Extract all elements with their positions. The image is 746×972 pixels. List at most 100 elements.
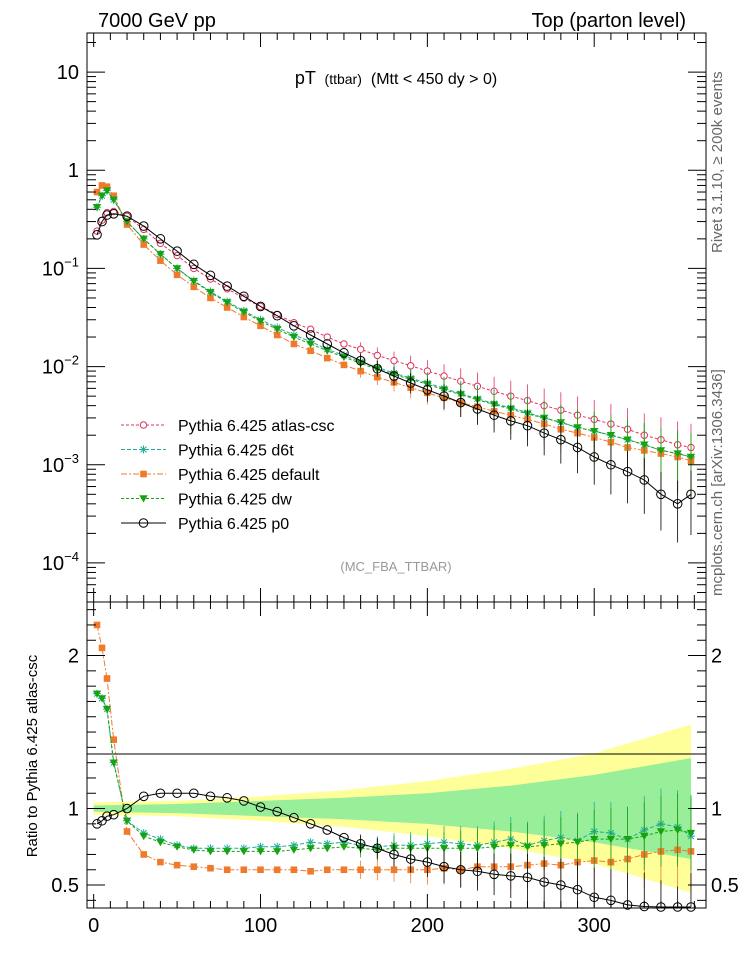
ratio-y-tick-label-right: 1	[711, 799, 722, 821]
legend-marker	[138, 518, 149, 528]
ratio-point	[273, 842, 282, 851]
ratio-point	[656, 828, 666, 836]
legend: Pythia 6.425 atlas-csc Pythia 6.425 d6t Py…	[121, 418, 335, 533]
ratio-point	[189, 846, 198, 854]
legend-item-pythia-6-425-dw: Pythia 6.425 dw	[121, 492, 292, 509]
header-right: Top (parton level)	[531, 10, 686, 32]
mcplots-label: mcplots.cern.ch [arXiv:1306.3436]	[709, 369, 726, 596]
main-point	[639, 475, 650, 485]
ratio-point	[456, 845, 465, 853]
ratio-point	[273, 848, 282, 856]
main-point	[239, 308, 249, 316]
ratio-point	[339, 832, 349, 843]
ratio-point	[489, 843, 499, 851]
main-point	[472, 404, 483, 414]
main-point	[273, 326, 282, 334]
main-point	[673, 450, 682, 458]
ratio-point	[455, 864, 466, 875]
ratio-point	[323, 866, 331, 874]
legend-marker	[139, 495, 148, 503]
header-left: 7000 GeV pp	[98, 10, 216, 32]
ratio-point	[473, 845, 482, 853]
rivet-label: Rivet 3.1.10, ≥ 200k events	[709, 71, 726, 253]
ratio-point	[172, 843, 182, 851]
ratio-point	[357, 866, 364, 874]
main-point	[589, 452, 600, 462]
main-point	[122, 211, 132, 222]
ratio-point	[122, 803, 132, 814]
ratio-point	[240, 866, 248, 874]
ratio-point	[522, 872, 533, 883]
ratio-point	[623, 835, 632, 844]
ratio-point	[556, 880, 566, 890]
ratio-point	[572, 884, 583, 895]
ratio-y-tick-label-left: 0.5	[51, 875, 79, 897]
main-point	[223, 304, 231, 311]
main-point	[522, 420, 533, 431]
main-point	[289, 321, 299, 331]
legend-label: Pythia 6.425 atlas-csc	[178, 418, 335, 435]
main-point	[455, 397, 466, 408]
ratio-point	[205, 791, 216, 802]
main-point	[539, 428, 549, 438]
main-point	[256, 317, 265, 326]
main-point	[172, 246, 182, 256]
ratio-point	[139, 832, 148, 841]
tick-exponent: −1	[64, 254, 79, 269]
ratio-frame	[86, 601, 707, 909]
main-y-tick-label: 10−2	[42, 353, 79, 379]
ratio-point	[190, 863, 198, 870]
main-point	[98, 182, 106, 189]
ratio-point	[102, 811, 112, 822]
ratio-point	[622, 900, 633, 910]
ratio-point	[374, 866, 381, 874]
main-point	[355, 355, 366, 366]
x-tick-label: 100	[244, 915, 277, 937]
ratio-panel: 2 2 1 1 0.5 0.5 0 100 200 300 Ratio to Pythia 6.…	[24, 601, 739, 937]
main-point	[102, 187, 112, 195]
main-series-layer	[92, 182, 696, 543]
main-point	[622, 466, 633, 477]
watermark: (MC_FBA_TTBAR)	[340, 559, 451, 574]
ratio-point	[306, 845, 315, 853]
ratio-point	[673, 826, 682, 834]
ratio-point	[122, 817, 132, 825]
ratio-point	[305, 819, 316, 829]
main-point	[97, 192, 107, 200]
main-point	[340, 340, 348, 348]
ratio-point	[372, 843, 383, 854]
main-y-tick-label: 10−4	[42, 549, 79, 575]
main-point	[172, 265, 182, 273]
ratio-point	[110, 736, 117, 743]
main-point	[222, 281, 232, 291]
main-point	[406, 362, 415, 370]
main-point	[140, 241, 148, 248]
main-point	[686, 453, 696, 461]
legend-label: Pythia 6.425 d6t	[178, 443, 294, 460]
tick-base: 10	[42, 258, 64, 280]
main-point	[686, 489, 696, 500]
ratio-point	[505, 871, 516, 881]
ratio-point	[109, 759, 118, 767]
main-point	[373, 351, 382, 360]
legend-label: Pythia 6.425 default	[178, 467, 320, 484]
tick-exponent: −3	[64, 451, 79, 466]
ratio-point	[686, 829, 696, 838]
ratio-point	[323, 845, 332, 853]
main-point	[289, 333, 299, 342]
main-point	[305, 330, 316, 340]
main-point	[239, 291, 249, 302]
ratio-line-pythia-6-425-d6t	[96, 693, 692, 849]
ratio-y-tick-label-right: 0.5	[711, 875, 739, 897]
plot-title-sub: (ttbar)	[325, 71, 362, 87]
main-point	[572, 442, 583, 453]
main-point	[290, 340, 298, 348]
ratio-point	[256, 848, 265, 856]
x-tick-label: 300	[578, 915, 611, 937]
ratio-point	[138, 791, 149, 802]
ratio-series-layer	[92, 621, 696, 912]
ratio-point	[606, 835, 616, 844]
ratio-point	[156, 839, 165, 847]
main-point	[489, 410, 499, 420]
ratio-point	[97, 695, 107, 703]
